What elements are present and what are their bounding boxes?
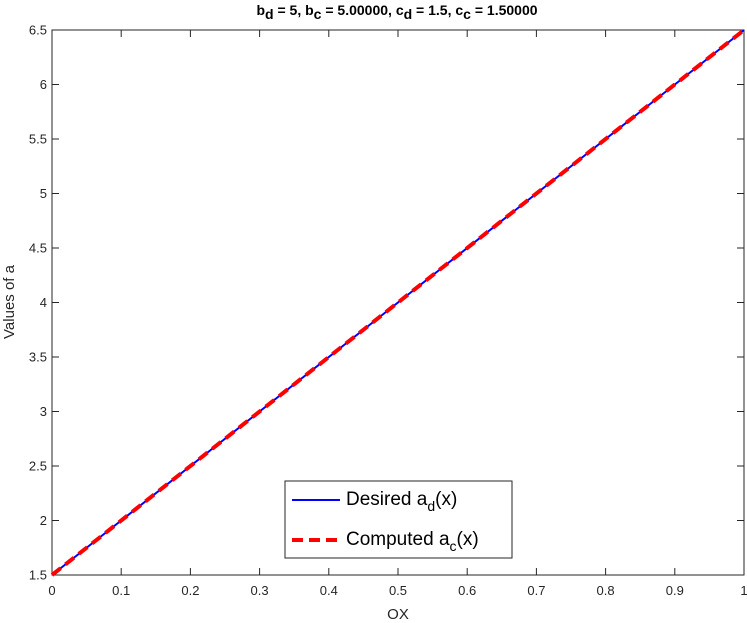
x-tick-label: 0.3: [251, 583, 269, 598]
y-tick-label: 4: [40, 295, 47, 310]
x-tick-label: 0.2: [181, 583, 199, 598]
y-tick-label: 4.5: [29, 241, 47, 256]
series-lines: [50, 28, 746, 577]
y-axis-label: Values of a: [1, 264, 18, 339]
y-tick-label: 6: [40, 77, 47, 92]
y-tick-label: 3.5: [29, 350, 47, 365]
legend: Desired ad(x) Computed ac(x): [284, 480, 513, 559]
y-tick-label: 2: [40, 513, 47, 528]
x-tick-label: 0.1: [112, 583, 130, 598]
x-tick-label: 1: [740, 583, 747, 598]
y-tick-label: 5: [40, 186, 47, 201]
y-tick-label: 1.5: [29, 568, 47, 583]
series-line-computed: [50, 28, 746, 577]
x-tick-label: 0.7: [527, 583, 545, 598]
axis-ticks: 0 0.1 0.2 0.3 0.4 0.5 0.6 0.7 0.8 0.9 1 1.5 2 2.5 3 3.5…: [29, 23, 747, 599]
x-tick-label: 0: [48, 583, 55, 598]
y-tick-label: 2.5: [29, 459, 47, 474]
x-tick-label: 0.9: [666, 583, 684, 598]
x-tick-label: 0.8: [597, 583, 615, 598]
chart-title: bd = 5, bc = 5.00000, cd = 1.5, cc = 1.5…: [256, 2, 537, 22]
y-tick-label: 6.5: [29, 23, 47, 38]
legend-label-desired: Desired ad(x): [346, 489, 457, 514]
x-tick-label: 0.4: [320, 583, 338, 598]
legend-label-computed: Computed ac(x): [346, 529, 479, 554]
y-tick-label: 3: [40, 404, 47, 419]
legend-box: [284, 480, 513, 559]
x-tick-label: 0.5: [389, 583, 407, 598]
x-tick-label: 0.6: [458, 583, 476, 598]
y-tick-label: 5.5: [29, 132, 47, 147]
x-axis-label: OX: [387, 606, 409, 623]
